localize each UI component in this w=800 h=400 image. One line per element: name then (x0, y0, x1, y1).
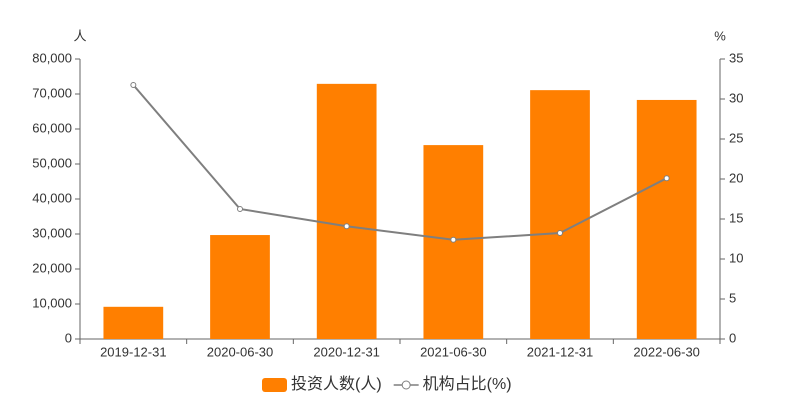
y-tick-label: 10,000 (32, 295, 72, 310)
x-tick-label: 2020-12-31 (313, 344, 380, 359)
y-tick-label: 20,000 (32, 260, 72, 275)
line (132, 84, 668, 241)
y2-tick-label: 0 (729, 330, 736, 345)
x-tick-label: 2020-06-30 (207, 344, 274, 359)
line-point (557, 230, 563, 236)
y-tick-label: 30,000 (32, 225, 72, 240)
line-point (343, 223, 350, 230)
y2-tick-label: 15 (729, 210, 743, 225)
bar (530, 90, 590, 340)
line-point (450, 236, 457, 243)
y2-tick-label: 25 (729, 130, 743, 145)
legend-swatch (401, 380, 411, 390)
bar (316, 83, 377, 339)
bar (210, 235, 270, 339)
y-tick-label: 70,000 (32, 85, 72, 100)
y-tick-label: 0 (65, 330, 72, 345)
y2-tick-label: 35 (729, 50, 743, 65)
legend-label: 机构占比(%) (423, 375, 512, 393)
y2-tick-label: 30 (729, 90, 743, 105)
line-point (237, 206, 243, 212)
y-tick-label: 50,000 (32, 155, 72, 170)
legend-swatch (262, 378, 287, 392)
legend-label: 投资人数(人) (291, 375, 382, 393)
line-point (663, 175, 670, 182)
y2-tick-label: 10 (729, 250, 743, 265)
y-tick-label: 40,000 (32, 190, 72, 205)
x-tick-label: 2019-12-31 (100, 344, 167, 359)
y-axis-title: 人 (73, 28, 86, 43)
y2-tick-label: 5 (729, 290, 736, 305)
line-point (130, 82, 137, 88)
y-tick-label: 60,000 (32, 120, 72, 135)
y2-axis-title: % (714, 28, 726, 43)
x-tick-label: 2022-06-30 (633, 344, 700, 359)
bar (636, 99, 697, 339)
bar (103, 306, 164, 339)
x-tick-label: 2021-06-30 (420, 344, 487, 359)
y2-tick-label: 20 (729, 170, 743, 185)
x-tick-label: 2021-12-31 (527, 344, 594, 359)
y-tick-label: 80,000 (32, 50, 72, 65)
